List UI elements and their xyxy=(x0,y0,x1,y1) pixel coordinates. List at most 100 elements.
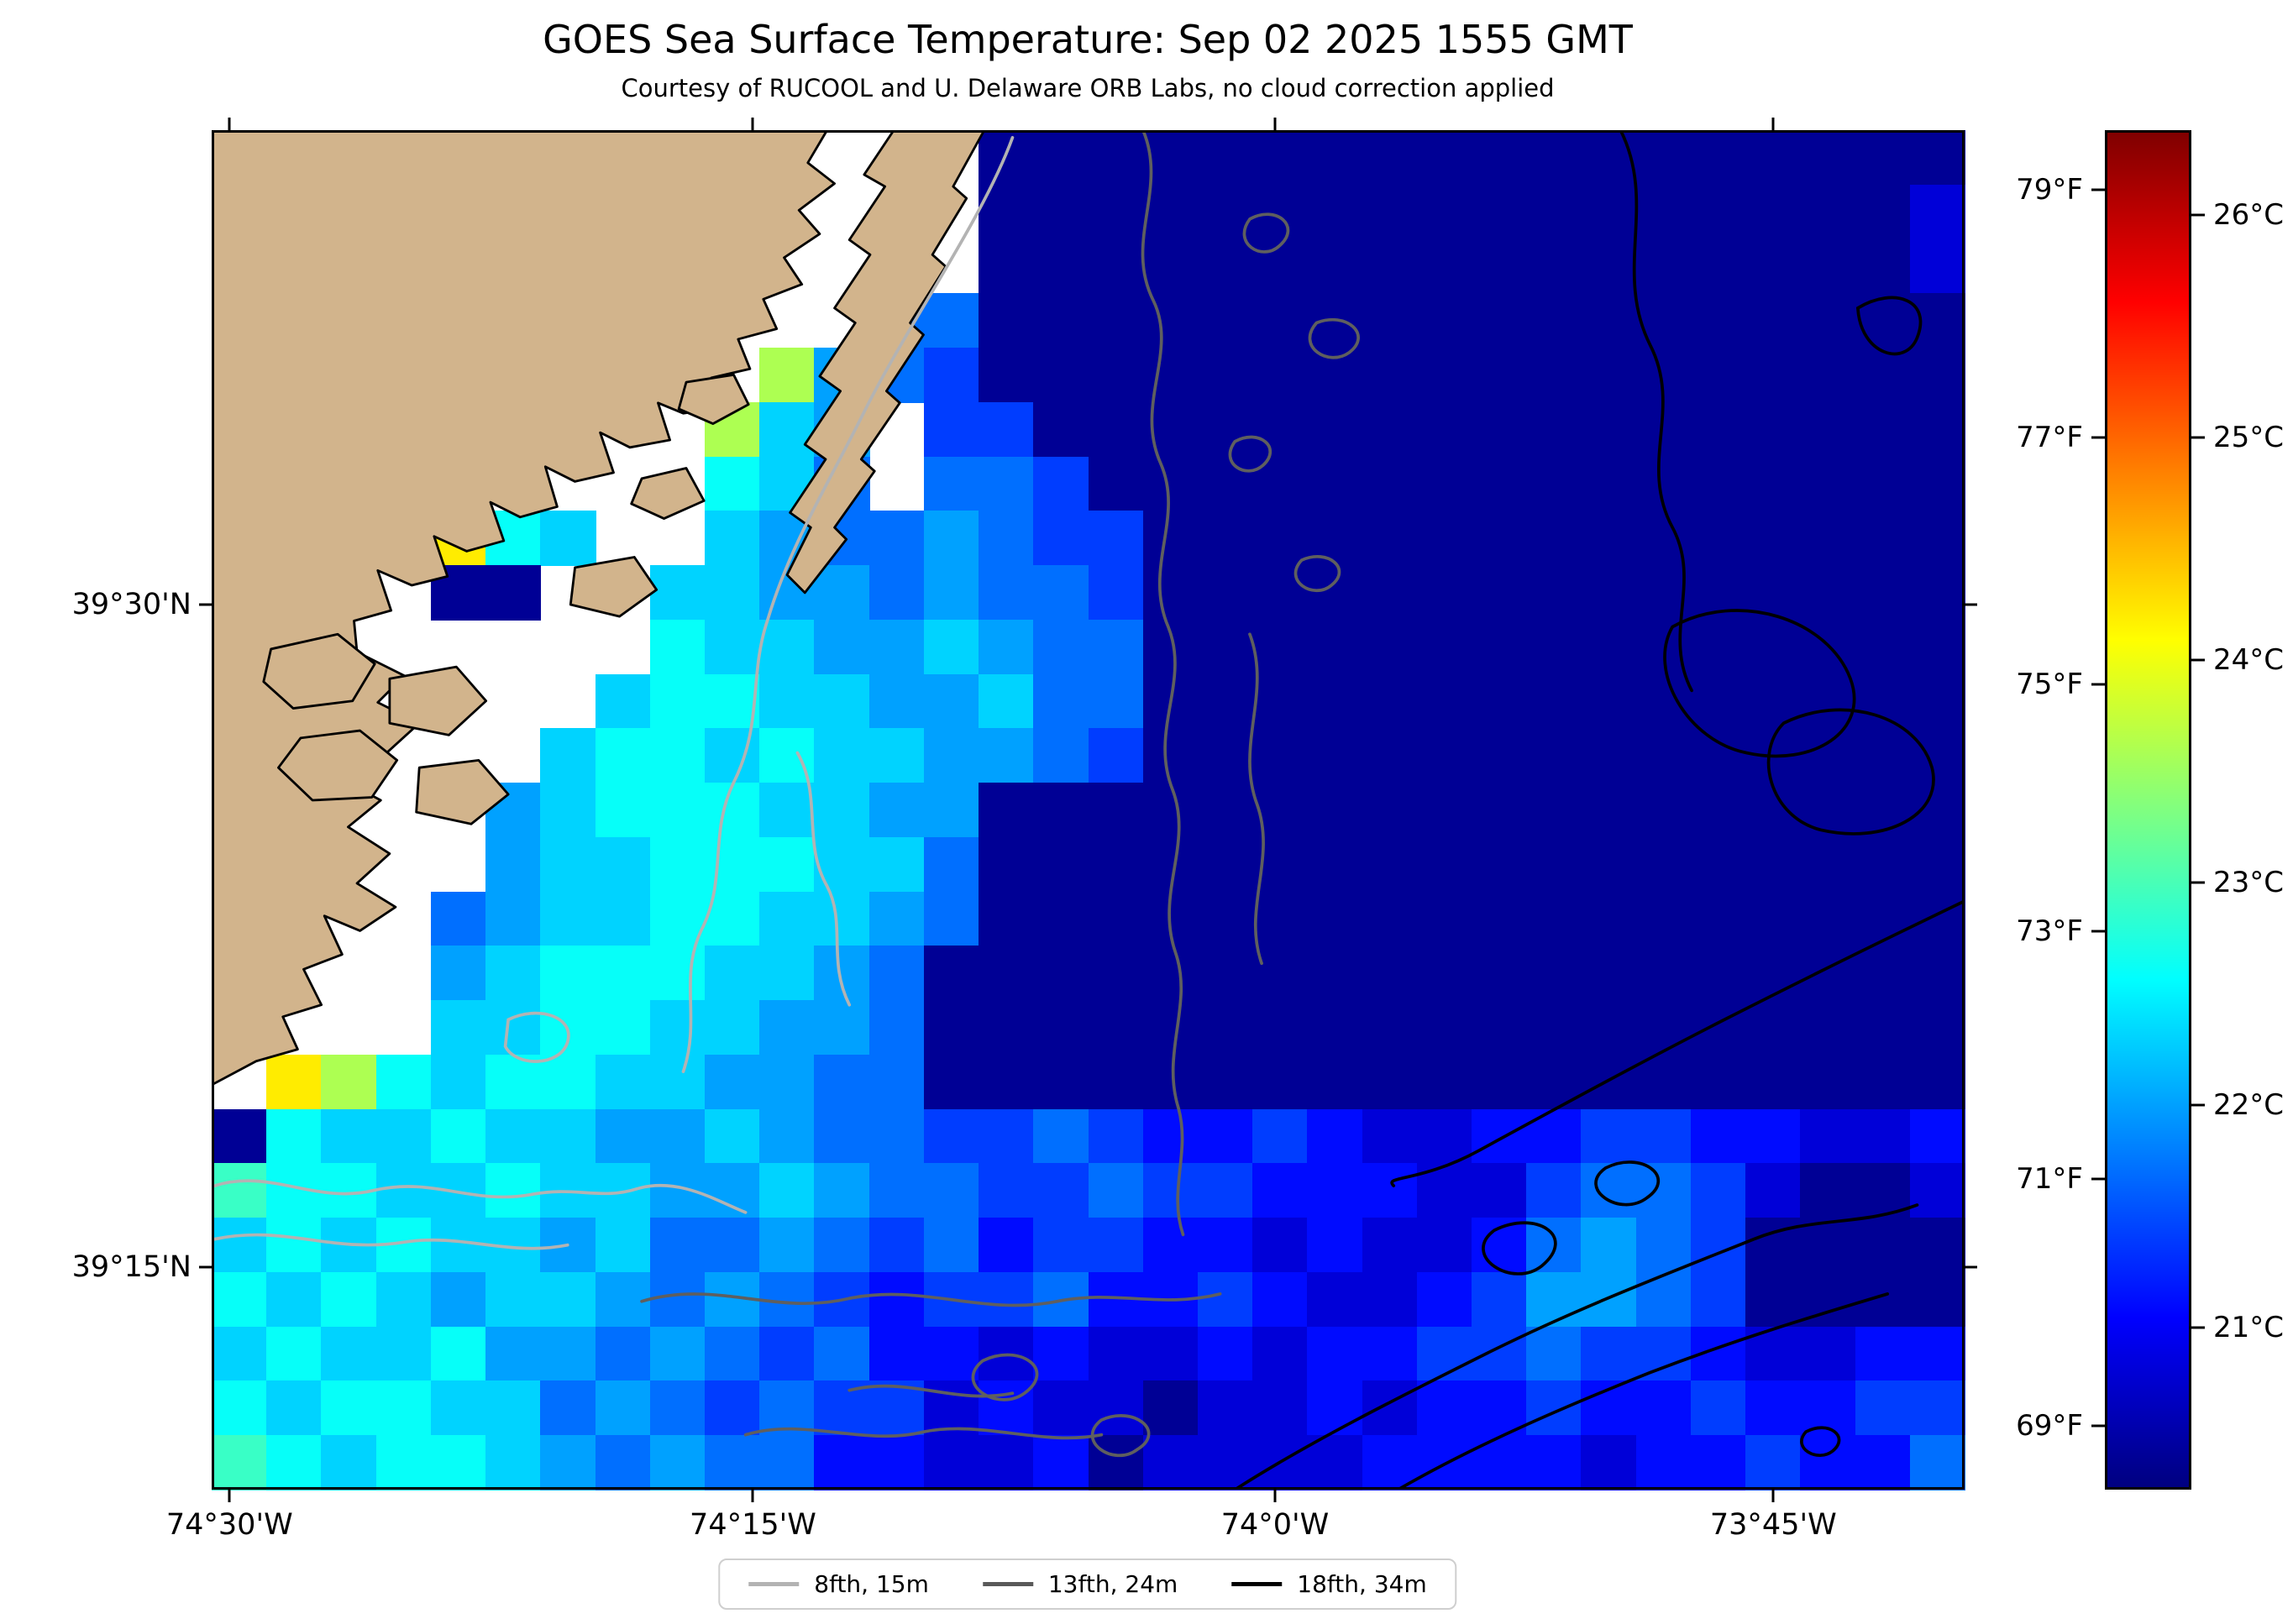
sst-cell xyxy=(1800,456,1856,512)
sst-cell xyxy=(540,1435,596,1490)
sst-cell xyxy=(1745,348,1802,403)
sst-cell xyxy=(1745,1163,1802,1219)
contour-13fth-24m xyxy=(1293,555,1341,593)
sst-cell xyxy=(649,1271,706,1328)
sst-cell xyxy=(595,783,651,838)
sst-cell xyxy=(704,456,761,512)
sst-cell xyxy=(1088,238,1144,295)
sst-cell xyxy=(212,1108,268,1165)
sst-cell xyxy=(1800,728,1856,784)
colorbar-tick xyxy=(2191,1326,2205,1329)
sst-cell xyxy=(649,565,706,621)
sst-cell xyxy=(1142,565,1199,621)
sst-cell xyxy=(649,728,706,784)
sst-cell xyxy=(212,1380,268,1437)
figure-title: GOES Sea Surface Temperature: Sep 02 202… xyxy=(543,17,1633,62)
sst-cell xyxy=(1581,1218,1637,1273)
sst-cell xyxy=(1142,783,1199,838)
sst-cell xyxy=(1416,1271,1473,1328)
sst-cell xyxy=(923,511,980,567)
sst-cell xyxy=(1581,1435,1637,1490)
sst-cell xyxy=(1088,1326,1144,1382)
sst-cell xyxy=(979,1163,1035,1219)
x-axis-tick-label: 73°45'W xyxy=(1709,1508,1837,1542)
sst-cell xyxy=(1197,456,1254,512)
sst-cell xyxy=(1142,238,1199,295)
sst-cell xyxy=(1142,1218,1199,1273)
marsh-island xyxy=(630,467,706,520)
sst-cell xyxy=(321,1108,377,1165)
plot-area: 74°30'W 74°15'W 74°0'W 73°45'W 39°30'N 39°15'… xyxy=(72,118,1977,1542)
sst-cell xyxy=(1745,836,1802,893)
sst-cell xyxy=(1581,1108,1637,1165)
sst-cell xyxy=(1635,783,1692,838)
sst-cell xyxy=(1088,836,1144,893)
sst-cell xyxy=(1526,1435,1582,1490)
sst-cell xyxy=(979,456,1035,512)
sst-cell xyxy=(1416,1000,1473,1056)
sst-cell xyxy=(704,1163,761,1219)
sst-cell xyxy=(321,1435,377,1490)
sst-cell xyxy=(1307,836,1363,893)
sst-cell xyxy=(1800,1380,1856,1437)
x-axis-tick xyxy=(1273,118,1277,130)
sst-cell xyxy=(1033,456,1089,512)
sst-cell xyxy=(1416,511,1473,567)
sst-cell xyxy=(1307,456,1363,512)
sst-cell xyxy=(1307,1435,1363,1490)
sst-cell xyxy=(1855,511,1911,567)
sst-cell xyxy=(1472,184,1528,240)
sst-cell xyxy=(1362,1000,1418,1056)
sst-cell xyxy=(1472,401,1528,458)
sst-cell xyxy=(1909,1218,1965,1273)
sst-cell xyxy=(485,565,542,621)
sst-cell xyxy=(649,891,706,947)
colorbar-label-fahrenheit: 77°F xyxy=(2016,420,2083,454)
sst-cell xyxy=(923,293,980,349)
sst-cell xyxy=(1362,1380,1418,1437)
sst-cell xyxy=(868,946,925,1002)
x-axis-tick xyxy=(1771,118,1775,130)
sst-cell xyxy=(923,673,980,730)
sst-cell xyxy=(1909,1326,1965,1382)
sst-cell xyxy=(1855,1435,1911,1490)
sst-cell xyxy=(430,1000,487,1056)
sst-cell xyxy=(1307,619,1363,675)
sst-cell xyxy=(1526,673,1582,730)
contour-13fth-24m xyxy=(1141,130,1185,1237)
sst-cell xyxy=(868,619,925,675)
contour-18fth-34m xyxy=(1663,609,1856,758)
sst-cell xyxy=(814,673,870,730)
sst-cell xyxy=(979,1108,1035,1165)
sst-cell xyxy=(1581,1054,1637,1110)
sst-cell xyxy=(979,836,1035,893)
sst-cell xyxy=(1800,184,1856,240)
sst-cell xyxy=(649,1108,706,1165)
legend-line-swatch xyxy=(1231,1582,1283,1586)
sst-cell xyxy=(1033,1054,1089,1110)
sst-cell xyxy=(1197,1271,1254,1328)
sst-cell xyxy=(1800,293,1856,349)
sst-cell xyxy=(1088,728,1144,784)
sst-cell xyxy=(759,1380,816,1437)
sst-cell xyxy=(1088,1054,1144,1110)
sst-cell xyxy=(1197,836,1254,893)
sst-cell xyxy=(1855,293,1911,349)
sst-cell xyxy=(1252,1108,1309,1165)
sst-cell xyxy=(1745,1271,1802,1328)
sst-cell xyxy=(923,456,980,512)
sst-cell xyxy=(1197,946,1254,1002)
sst-cell xyxy=(1635,673,1692,730)
sst-cell xyxy=(1635,1380,1692,1437)
sst-cell xyxy=(1855,238,1911,295)
sst-cell xyxy=(1197,348,1254,403)
sst-cell xyxy=(1472,836,1528,893)
sst-cell xyxy=(1800,1108,1856,1165)
sst-cell xyxy=(540,1054,596,1110)
sst-cell xyxy=(1855,1380,1911,1437)
sst-cell xyxy=(1088,511,1144,567)
sst-cell xyxy=(212,1435,268,1490)
x-axis-tick xyxy=(1771,1490,1775,1502)
sst-cell xyxy=(868,673,925,730)
sst-cell xyxy=(1088,1000,1144,1056)
